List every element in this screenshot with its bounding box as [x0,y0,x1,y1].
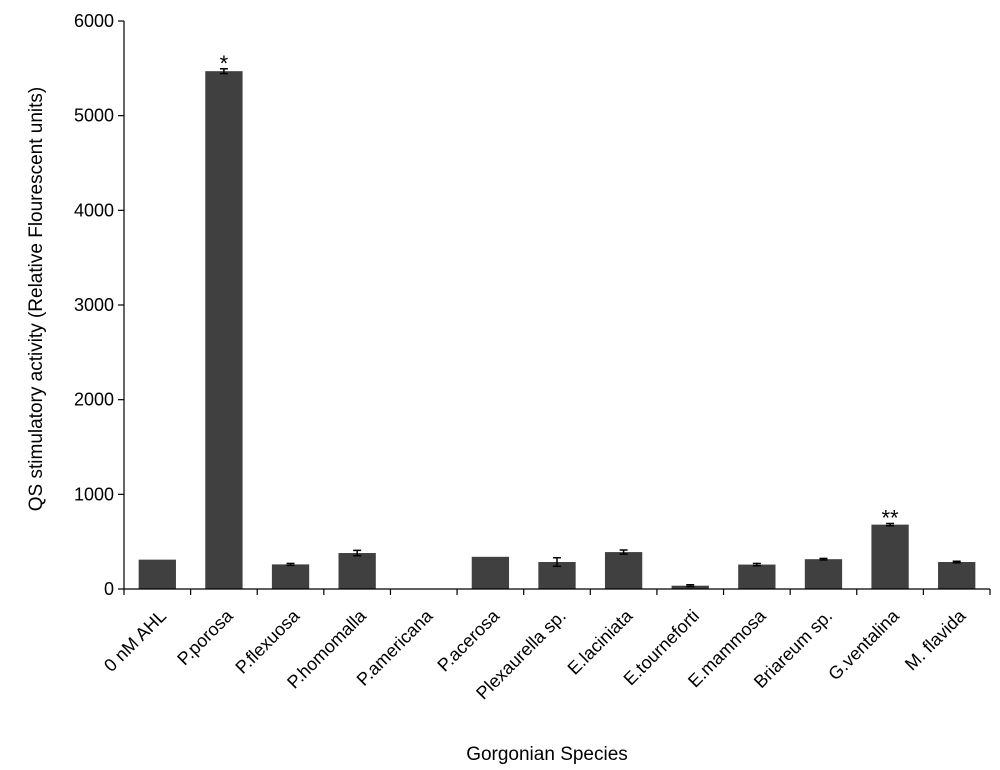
error-bar [686,583,695,588]
error-bar [219,68,228,75]
bar [738,564,776,589]
error-bar [952,560,961,564]
y-tick-label: 4000 [74,200,114,220]
x-axis-title: Gorgonian Species [466,744,628,765]
y-tick-label: 3000 [74,295,114,315]
error-bar [553,557,561,568]
y-tick-label: 1000 [74,484,114,504]
y-tick-label: 2000 [74,390,114,410]
bar [205,71,243,589]
bar [138,559,176,589]
bar [604,552,643,589]
x-tick-label: G.ventalina [824,605,903,684]
x-axis-tick-labels: 0 nM AHL P.porosaP.flexuosaP.homomallaP.a… [100,605,970,703]
bar [338,553,376,589]
significance-markers: *** [220,51,899,531]
x-tick-label: 0 nM AHL [100,606,170,676]
error-bar [752,562,761,567]
significance-marker: * [220,51,229,76]
y-tick-label: 6000 [74,11,114,31]
error-bar [886,522,895,527]
bar [938,562,976,589]
bar [471,556,510,589]
x-tick-label: P.porosa [173,605,237,669]
error-bar [819,557,828,561]
bar [271,564,310,589]
x-tick-label: P.flexuosa [231,605,304,678]
y-tick-label: 5000 [74,106,114,126]
error-bar [286,562,295,567]
bar [804,559,843,589]
bars-group [138,71,976,589]
error-bar [353,549,362,557]
error-bars-group [219,68,961,588]
significance-marker: ** [882,505,900,530]
error-bar [619,549,628,555]
bar [871,524,909,589]
x-tick-label: M. flavida [901,605,970,674]
y-axis-title: QS stimulatory activity (Relative Floure… [26,87,47,511]
y-axis-ticks: 0 1000 2000 3000 4000 5000 6000 [74,11,991,599]
y-tick-label: 0 [104,579,114,599]
x-tick-label: P.acerosa [433,605,504,676]
